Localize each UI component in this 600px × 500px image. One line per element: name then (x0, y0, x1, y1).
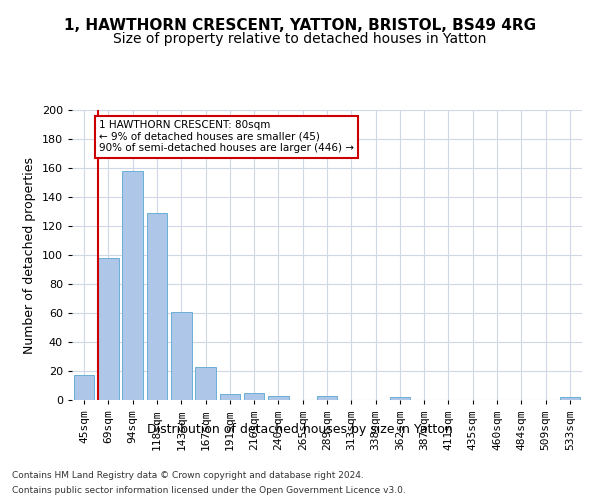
Bar (220, 394, 240, 400)
Text: Contains HM Land Registry data © Crown copyright and database right 2024.: Contains HM Land Registry data © Crown c… (12, 471, 364, 480)
Text: Contains public sector information licensed under the Open Government Licence v3: Contains public sector information licen… (12, 486, 406, 495)
Bar (98, 258, 119, 400)
Bar (317, 396, 337, 400)
Bar (171, 312, 191, 400)
Bar (268, 396, 289, 400)
Text: 1, HAWTHORN CRESCENT, YATTON, BRISTOL, BS49 4RG: 1, HAWTHORN CRESCENT, YATTON, BRISTOL, B… (64, 18, 536, 32)
Y-axis label: Number of detached properties: Number of detached properties (23, 156, 36, 354)
Text: Size of property relative to detached houses in Yatton: Size of property relative to detached ho… (113, 32, 487, 46)
Text: Distribution of detached houses by size in Yatton: Distribution of detached houses by size … (147, 422, 453, 436)
Text: 1 HAWTHORN CRESCENT: 80sqm
← 9% of detached houses are smaller (45)
90% of semi-: 1 HAWTHORN CRESCENT: 80sqm ← 9% of detac… (99, 120, 354, 154)
Bar (560, 397, 580, 400)
Bar (74, 376, 94, 400)
Bar (146, 213, 167, 400)
Bar (195, 366, 216, 400)
Bar (244, 393, 265, 400)
Bar (122, 171, 143, 400)
Bar (389, 397, 410, 400)
